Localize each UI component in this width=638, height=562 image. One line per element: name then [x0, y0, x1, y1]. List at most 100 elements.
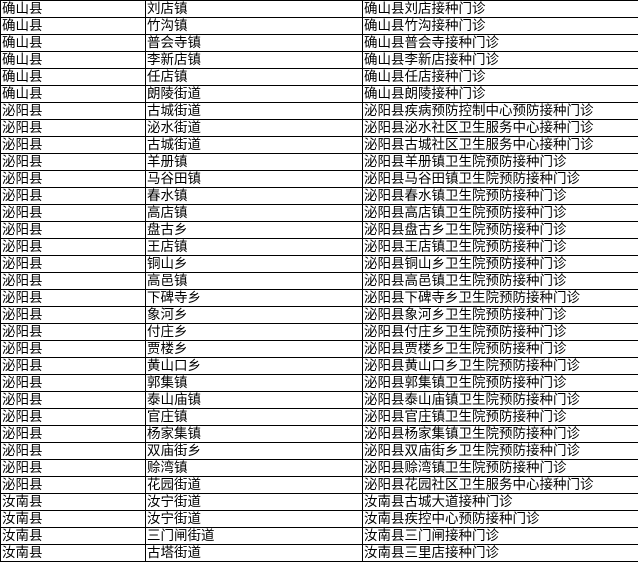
clinic-cell[interactable]: 泌阳县王店镇卫生院预防接种门诊	[362, 238, 638, 256]
township-cell[interactable]: 汝宁街道	[145, 493, 363, 511]
county-cell[interactable]: 泌阳县	[0, 425, 146, 443]
township-cell[interactable]: 贾楼乡	[145, 340, 363, 358]
county-cell[interactable]: 泌阳县	[0, 357, 146, 375]
county-cell[interactable]: 确山县	[0, 68, 146, 86]
county-cell[interactable]: 泌阳县	[0, 170, 146, 188]
county-cell[interactable]: 确山县	[0, 34, 146, 52]
clinic-cell[interactable]: 泌阳县花园社区卫生服务中心接种门诊	[362, 476, 638, 494]
township-cell[interactable]: 杨家集镇	[145, 425, 363, 443]
township-cell[interactable]: 泌水街道	[145, 119, 363, 137]
county-cell[interactable]: 泌阳县	[0, 374, 146, 392]
township-cell[interactable]: 竹沟镇	[145, 17, 363, 35]
county-cell[interactable]: 确山县	[0, 0, 146, 18]
county-cell[interactable]: 泌阳县	[0, 102, 146, 120]
clinic-cell[interactable]: 泌阳县泰山庙镇卫生院预防接种门诊	[362, 391, 638, 409]
county-cell[interactable]: 泌阳县	[0, 442, 146, 460]
clinic-cell[interactable]: 泌阳县铜山乡卫生院预防接种门诊	[362, 255, 638, 273]
clinic-cell[interactable]: 确山县任店接种门诊	[362, 68, 638, 86]
township-cell[interactable]: 古城街道	[145, 136, 363, 154]
clinic-cell[interactable]: 汝南县三门闸接种门诊	[362, 527, 638, 545]
county-cell[interactable]: 泌阳县	[0, 238, 146, 256]
township-cell[interactable]: 任店镇	[145, 68, 363, 86]
township-cell[interactable]: 付庄乡	[145, 323, 363, 341]
county-cell[interactable]: 确山县	[0, 85, 146, 103]
clinic-cell[interactable]: 确山县刘店接种门诊	[362, 0, 638, 18]
township-cell[interactable]: 普会寺镇	[145, 34, 363, 52]
clinic-cell[interactable]: 泌阳县下碑寺乡卫生院预防接种门诊	[362, 289, 638, 307]
clinic-cell[interactable]: 泌阳县古城社区卫生服务中心接种门诊	[362, 136, 638, 154]
clinic-cell[interactable]: 泌阳县高店镇卫生院预防接种门诊	[362, 204, 638, 222]
clinic-cell[interactable]: 泌阳县春水镇卫生院预防接种门诊	[362, 187, 638, 205]
county-cell[interactable]: 泌阳县	[0, 187, 146, 205]
township-cell[interactable]: 高店镇	[145, 204, 363, 222]
clinic-cell[interactable]: 泌阳县官庄镇卫生院预防接种门诊	[362, 408, 638, 426]
county-cell[interactable]: 泌阳县	[0, 221, 146, 239]
township-cell[interactable]: 王店镇	[145, 238, 363, 256]
clinic-cell[interactable]: 泌阳县双庙街乡卫生院预防接种门诊	[362, 442, 638, 460]
clinic-cell[interactable]: 汝南县疾控中心预防接种门诊	[362, 510, 638, 528]
county-cell[interactable]: 汝南县	[0, 493, 146, 511]
clinic-cell[interactable]: 泌阳县杨家集镇卫生院预防接种门诊	[362, 425, 638, 443]
township-cell[interactable]: 朗陵街道	[145, 85, 363, 103]
clinic-cell[interactable]: 泌阳县赊湾镇卫生院预防接种门诊	[362, 459, 638, 477]
county-cell[interactable]: 泌阳县	[0, 255, 146, 273]
county-cell[interactable]: 泌阳县	[0, 340, 146, 358]
township-cell[interactable]: 刘店镇	[145, 0, 363, 18]
county-cell[interactable]: 泌阳县	[0, 289, 146, 307]
clinic-cell[interactable]: 确山县竹沟接种门诊	[362, 17, 638, 35]
township-cell[interactable]: 李新店镇	[145, 51, 363, 69]
county-cell[interactable]: 泌阳县	[0, 391, 146, 409]
township-cell[interactable]: 下碑寺乡	[145, 289, 363, 307]
county-cell[interactable]: 泌阳县	[0, 272, 146, 290]
clinic-cell[interactable]: 泌阳县郭集镇卫生院预防接种门诊	[362, 374, 638, 392]
clinic-cell[interactable]: 泌阳县疾病预防控制中心预防接种门诊	[362, 102, 638, 120]
clinic-cell[interactable]: 泌阳县象河乡卫生院预防接种门诊	[362, 306, 638, 324]
township-cell[interactable]: 高邑镇	[145, 272, 363, 290]
county-cell[interactable]: 泌阳县	[0, 408, 146, 426]
clinic-cell[interactable]: 泌阳县贾楼乡卫生院预防接种门诊	[362, 340, 638, 358]
county-cell[interactable]: 汝南县	[0, 510, 146, 528]
clinic-cell[interactable]: 泌阳县黄山口乡卫生院预防接种门诊	[362, 357, 638, 375]
clinic-cell[interactable]: 汝南县古城大道接种门诊	[362, 493, 638, 511]
township-cell[interactable]: 赊湾镇	[145, 459, 363, 477]
county-cell[interactable]: 泌阳县	[0, 119, 146, 137]
clinic-cell[interactable]: 泌阳县高邑镇卫生院预防接种门诊	[362, 272, 638, 290]
county-cell[interactable]: 泌阳县	[0, 476, 146, 494]
township-cell[interactable]: 三门闸街道	[145, 527, 363, 545]
county-cell[interactable]: 确山县	[0, 51, 146, 69]
clinic-cell[interactable]: 泌阳县盘古乡卫生院预防接种门诊	[362, 221, 638, 239]
clinic-cell[interactable]: 确山县李新店接种门诊	[362, 51, 638, 69]
clinic-cell[interactable]: 确山县朗陵接种门诊	[362, 85, 638, 103]
township-cell[interactable]: 双庙街乡	[145, 442, 363, 460]
township-cell[interactable]: 马谷田镇	[145, 170, 363, 188]
township-cell[interactable]: 象河乡	[145, 306, 363, 324]
township-cell[interactable]: 羊册镇	[145, 153, 363, 171]
township-cell[interactable]: 黄山口乡	[145, 357, 363, 375]
clinic-cell[interactable]: 泌阳县泌水社区卫生服务中心接种门诊	[362, 119, 638, 137]
county-cell[interactable]: 泌阳县	[0, 204, 146, 222]
clinic-cell[interactable]: 泌阳县羊册镇卫生院预防接种门诊	[362, 153, 638, 171]
county-cell[interactable]: 汝南县	[0, 544, 146, 562]
clinic-cell[interactable]: 泌阳县马谷田镇卫生院预防接种门诊	[362, 170, 638, 188]
township-cell[interactable]: 古塔街道	[145, 544, 363, 562]
clinic-cell[interactable]: 汝南县三里店接种门诊	[362, 544, 638, 562]
township-cell[interactable]: 汝宁街道	[145, 510, 363, 528]
table-row: 泌阳县 象河乡 泌阳县象河乡卫生院预防接种门诊	[0, 306, 638, 324]
township-cell[interactable]: 郭集镇	[145, 374, 363, 392]
clinic-cell[interactable]: 确山县普会寺接种门诊	[362, 34, 638, 52]
township-cell[interactable]: 盘古乡	[145, 221, 363, 239]
county-cell[interactable]: 泌阳县	[0, 306, 146, 324]
township-cell[interactable]: 春水镇	[145, 187, 363, 205]
township-cell[interactable]: 官庄镇	[145, 408, 363, 426]
township-cell[interactable]: 古城街道	[145, 102, 363, 120]
county-cell[interactable]: 泌阳县	[0, 153, 146, 171]
township-cell[interactable]: 泰山庙镇	[145, 391, 363, 409]
county-cell[interactable]: 泌阳县	[0, 459, 146, 477]
county-cell[interactable]: 泌阳县	[0, 136, 146, 154]
county-cell[interactable]: 泌阳县	[0, 323, 146, 341]
clinic-cell[interactable]: 泌阳县付庄乡卫生院预防接种门诊	[362, 323, 638, 341]
county-cell[interactable]: 确山县	[0, 17, 146, 35]
township-cell[interactable]: 花园街道	[145, 476, 363, 494]
county-cell[interactable]: 汝南县	[0, 527, 146, 545]
township-cell[interactable]: 铜山乡	[145, 255, 363, 273]
